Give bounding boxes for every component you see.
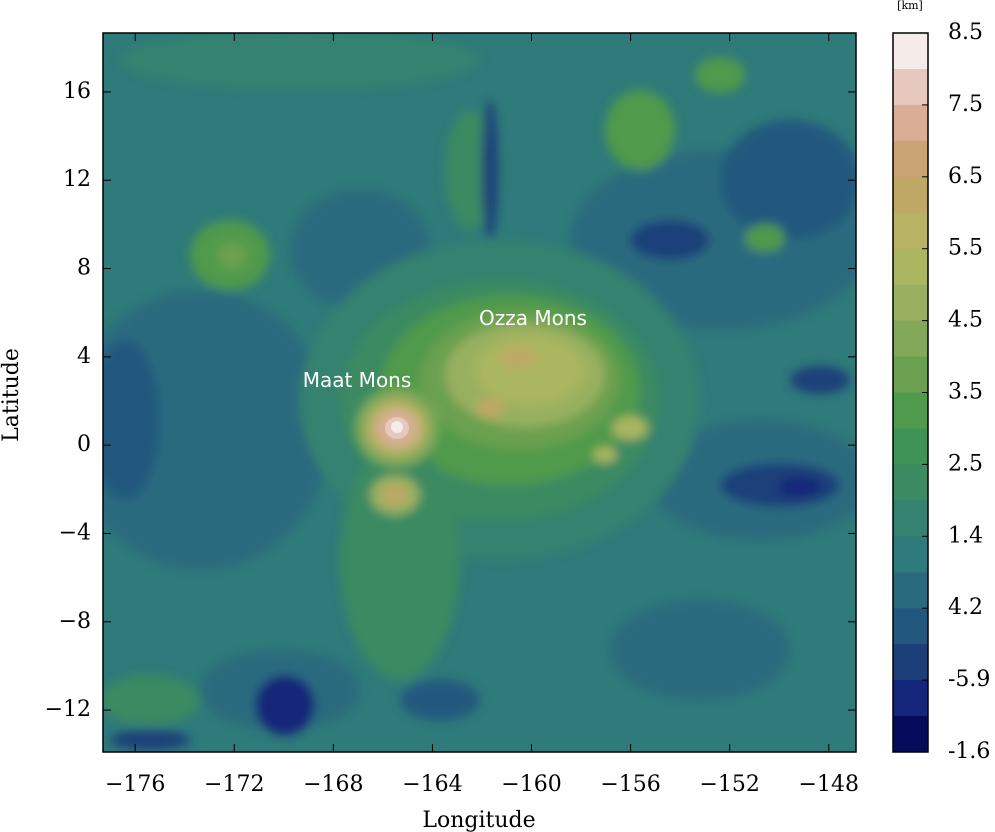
colorbar-band	[893, 716, 928, 753]
colorbar-tick-label: 5.5	[948, 236, 983, 261]
plot-frame	[102, 32, 857, 753]
colorbar-tick-label: 4.2	[948, 595, 983, 620]
colorbar-band	[893, 140, 928, 178]
x-tick-label: −176	[105, 772, 165, 797]
colorbar-band	[893, 176, 928, 214]
colorbar-band	[893, 644, 928, 681]
y-tick-label: −4	[59, 520, 91, 545]
colorbar-band	[893, 320, 928, 358]
y-tick-label: 12	[63, 167, 91, 192]
x-tick-label: −148	[799, 772, 859, 797]
colorbar-tick-label: 7.5	[948, 92, 983, 117]
colorbar-band	[893, 68, 928, 106]
colorbar-band	[893, 33, 928, 70]
colorbar-tick-label: 8.5	[948, 20, 983, 45]
annotation: Ozza Mons	[479, 306, 587, 330]
colorbar-band	[893, 608, 928, 645]
colorbar-label: [km]	[897, 0, 923, 12]
colorbar-band	[893, 392, 928, 429]
colorbar-band	[893, 212, 928, 250]
annotation: Maat Mons	[303, 368, 412, 392]
colorbar-tick-label: 6.5	[948, 164, 983, 189]
colorbar-band	[893, 104, 928, 142]
colorbar-band	[893, 284, 928, 322]
colorbar-band	[893, 680, 928, 717]
colorbar-tick-label: 3.5	[948, 380, 983, 405]
colorbar-tick-label: 1.4	[948, 523, 983, 548]
x-tick-label: −172	[204, 772, 264, 797]
x-tick-label: −160	[501, 772, 561, 797]
colorbar-band	[893, 500, 928, 537]
colorbar-tick-label: -1.6	[948, 739, 990, 764]
x-tick-label: −152	[699, 772, 759, 797]
y-tick-label: 4	[77, 344, 91, 369]
x-tick-label: −164	[402, 772, 462, 797]
colorbar-tick-label: 4.5	[948, 308, 983, 333]
colorbar-band	[893, 248, 928, 286]
colorbar-band	[893, 428, 928, 465]
colorbar-band	[893, 536, 928, 573]
y-tick-label: −8	[59, 609, 91, 634]
y-tick-label: 16	[63, 79, 91, 104]
colorbar-tick-label: 2.5	[948, 451, 983, 476]
colorbar: 8.5 7.5 6.5 5.5 4.5 3.5 2.5 1.4 4.2 -5.9 -1.6	[892, 20, 990, 764]
x-tick-label: −156	[600, 772, 660, 797]
colorbar-band	[893, 356, 928, 393]
terrain-map: Maat Mons Ozza Mons	[103, 33, 856, 752]
colorbar-band	[893, 464, 928, 501]
x-tick-label: −168	[303, 772, 363, 797]
y-axis-label: Latitude	[0, 348, 24, 442]
y-tick-label: 0	[77, 432, 91, 457]
colorbar-band	[893, 572, 928, 609]
x-axis-label: Longitude	[422, 808, 535, 832]
colorbar-tick-label: -5.9	[948, 667, 990, 692]
y-tick-label: 8	[77, 256, 91, 281]
y-tick-label: −12	[45, 697, 91, 722]
